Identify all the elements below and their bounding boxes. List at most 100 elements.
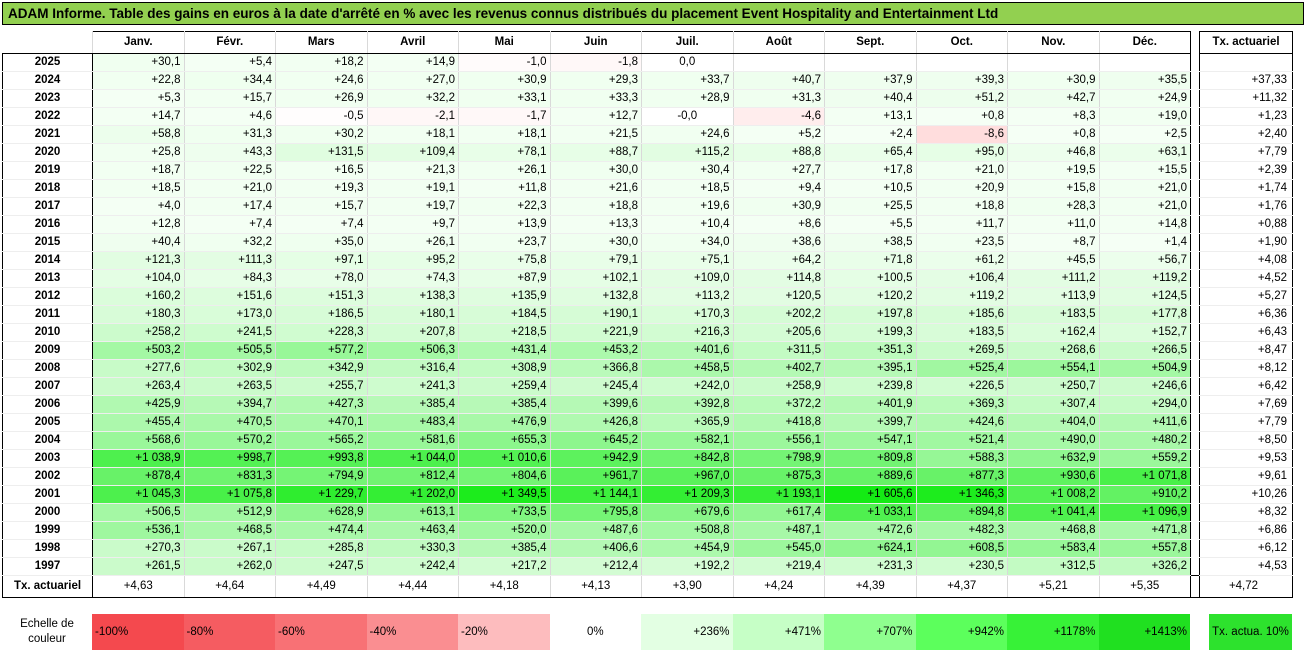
tx-actuariel-cell: +2,39 (1199, 161, 1293, 180)
gain-cell: +311,5 (733, 341, 825, 360)
table-row: 2009 +503,2 +505,5 +577,2 +506,3 +431,4 +453,2… (2, 341, 1293, 360)
gain-cell: +42,7 (1007, 89, 1100, 108)
column-header-12: Déc. (1099, 31, 1191, 54)
gain-cell: +39,3 (916, 71, 1008, 90)
gain-cell: +4,0 (92, 197, 185, 216)
gain-cell: +406,6 (550, 539, 642, 558)
gain-cell: +8,3 (1007, 107, 1100, 126)
gain-cell: +199,3 (824, 323, 917, 342)
gain-cell: +23,5 (916, 233, 1008, 252)
gain-cell: +24,6 (275, 71, 368, 90)
gain-cell: +269,5 (916, 341, 1008, 360)
gain-cell: +27,0 (367, 71, 459, 90)
gain-cell: +392,8 (641, 395, 734, 414)
gain-cell: +351,3 (824, 341, 917, 360)
gap (1190, 485, 1200, 504)
gain-cell: +15,5 (1099, 161, 1191, 180)
gain-cell: +245,4 (550, 377, 642, 396)
gain-cell: +557,8 (1099, 539, 1191, 558)
table-row: 2020 +25,8 +43,3 +131,5 +109,4 +78,1 +88,7 +115… (2, 143, 1293, 162)
tx-actuariel-cell: +6,12 (1199, 539, 1293, 558)
gain-cell: +307,4 (1007, 395, 1100, 414)
gap (1190, 467, 1200, 486)
gain-cell: +217,2 (458, 557, 551, 576)
gain-cell: 0,0 (641, 53, 734, 72)
gain-cell: +404,0 (1007, 413, 1100, 432)
gain-cell (824, 53, 917, 72)
gain-cell: +17,4 (184, 197, 276, 216)
gain-cell: +967,0 (641, 467, 734, 486)
footer-tx-cell: +4,49 (275, 575, 368, 598)
gain-cell: +109,0 (641, 269, 734, 288)
gain-cell: +19,7 (367, 197, 459, 216)
gain-cell: +21,6 (550, 179, 642, 198)
gain-cell: +30,0 (550, 233, 642, 252)
gain-cell: +1 605,6 (824, 485, 917, 504)
gap (1190, 557, 1200, 576)
tx-actuariel-cell: +6,43 (1199, 323, 1293, 342)
gain-cell: +119,2 (1099, 269, 1191, 288)
gain-cell: +545,0 (733, 539, 825, 558)
gain-cell: +14,9 (367, 53, 459, 72)
footer-tx-total: +4,72 (1199, 575, 1293, 598)
tx-actuariel-cell: +4,52 (1199, 269, 1293, 288)
gain-cell: +547,1 (824, 431, 917, 450)
gap (1190, 251, 1200, 270)
gain-cell: +1 209,3 (641, 485, 734, 504)
gap (1190, 269, 1200, 288)
gain-cell: +418,8 (733, 413, 825, 432)
gain-cell: +21,0 (1099, 197, 1191, 216)
gain-cell: +372,2 (733, 395, 825, 414)
gain-cell: +11,7 (916, 215, 1008, 234)
footer-tx-cell: +4,18 (458, 575, 551, 598)
gain-cell: +151,3 (275, 287, 368, 306)
legend-swatch: +707% (824, 614, 916, 650)
gain-cell: +87,9 (458, 269, 551, 288)
gain-cell: +1 041,4 (1007, 503, 1100, 522)
gain-cell: +13,3 (550, 215, 642, 234)
gain-cell: +221,9 (550, 323, 642, 342)
gain-cell: +385,4 (458, 395, 551, 414)
gain-cell: +32,2 (367, 89, 459, 108)
gap (1190, 431, 1200, 450)
table-row: 2014 +121,3 +111,3 +97,1 +95,2 +75,8 +79,1 +75,… (2, 251, 1293, 270)
table-row: 1997 +261,5 +262,0 +247,5 +242,4 +217,2 +212,4… (2, 557, 1293, 576)
gain-cell: +13,1 (824, 107, 917, 126)
gain-cell: +219,4 (733, 557, 825, 576)
gain-cell: +809,8 (824, 449, 917, 468)
footer-tx-cell: +4,37 (916, 575, 1008, 598)
table-row: 2023 +5,3 +15,7 +26,9 +32,2 +33,1 +33,3 +28,9 +3… (2, 89, 1293, 108)
year-label: 2006 (2, 395, 93, 414)
gain-cell: +185,6 (916, 305, 1008, 324)
gain-cell: +186,5 (275, 305, 368, 324)
gain-cell: +30,9 (458, 71, 551, 90)
tx-actuariel-cell: +1,76 (1199, 197, 1293, 216)
column-header-5: Mai (458, 31, 551, 54)
gain-cell: +15,7 (275, 197, 368, 216)
tx-actuariel-cell: +7,79 (1199, 413, 1293, 432)
gain-cell: +1 033,1 (824, 503, 917, 522)
gain-cell: +1 045,3 (92, 485, 185, 504)
table-row: 1998 +270,3 +267,1 +285,8 +330,3 +385,4 +406,6… (2, 539, 1293, 558)
gain-cell: +124,5 (1099, 287, 1191, 306)
gain-cell: +18,5 (641, 179, 734, 198)
gap (1190, 197, 1200, 216)
gap (1190, 89, 1200, 108)
year-label: 2002 (2, 467, 93, 486)
gain-cell: +521,4 (916, 431, 1008, 450)
tx-actuariel-cell: +4,53 (1199, 557, 1293, 576)
gain-cell: +9,4 (733, 179, 825, 198)
table-row: 2019 +18,7 +22,5 +16,5 +21,3 +26,1 +30,0 +30,4 +… (2, 161, 1293, 180)
gain-cell: +97,1 (275, 251, 368, 270)
tx-actuariel-cell: +37,33 (1199, 71, 1293, 90)
gain-cell (1099, 53, 1191, 72)
gain-cell: +875,3 (733, 467, 825, 486)
gain-cell: +18,8 (916, 197, 1008, 216)
gain-cell: +454,9 (641, 539, 734, 558)
gap (1190, 359, 1200, 378)
gain-cell: +472,6 (824, 521, 917, 540)
gains-table: Janv. Févr. Mars Avril Mai Juin Juil. Août Sept.… (2, 31, 1293, 598)
legend-swatch: +1178% (1007, 614, 1099, 650)
year-label: 2004 (2, 431, 93, 450)
gain-cell: +23,7 (458, 233, 551, 252)
